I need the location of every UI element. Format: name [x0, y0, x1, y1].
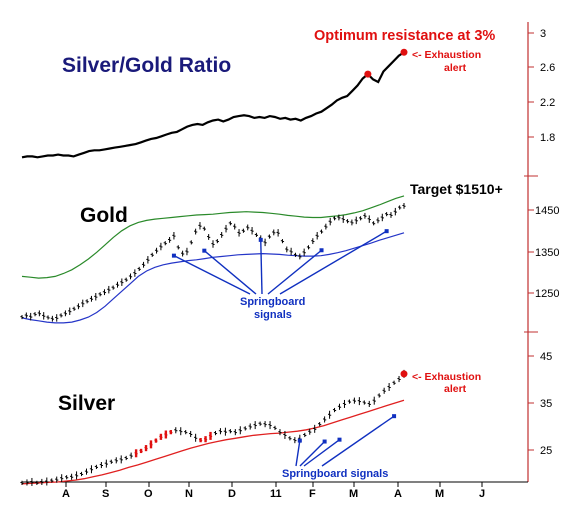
y-tick-label: 3 [540, 28, 546, 40]
month-label: O [144, 488, 153, 500]
month-label: D [228, 488, 236, 500]
silver-title: Silver [58, 392, 115, 415]
y-tick-label: 35 [540, 398, 552, 410]
silver-springboard-callout [295, 370, 408, 467]
gold-upper-band [21, 195, 405, 279]
springboard-pointer [173, 255, 251, 295]
exhaustion-marker [400, 48, 408, 56]
gold-springboard-label-line2: signals [254, 309, 292, 321]
month-label: 11 [270, 488, 282, 500]
silver-trend-line [21, 399, 405, 485]
ratio-line-series [21, 51, 405, 159]
silver-y-ticks: 45 35 25 [528, 351, 552, 457]
gold-springboard-callout [171, 229, 389, 295]
ratio-line [21, 51, 405, 159]
springboard-pointer [299, 441, 326, 467]
y-tick-label: 2.6 [540, 62, 555, 74]
exhaustion-marker [400, 370, 408, 378]
y-tick-label: 45 [540, 351, 552, 363]
ratio-y-ticks: 3 2.6 2.2 1.8 [528, 28, 555, 144]
silver-price-bars [20, 369, 406, 486]
ratio-title: Silver/Gold Ratio [62, 54, 231, 77]
gold-springboard-label: Springboard [240, 296, 305, 308]
month-label: S [102, 488, 109, 500]
ratio-markers [364, 48, 408, 78]
gold-price-bars [20, 202, 406, 322]
month-label: A [62, 488, 70, 500]
month-label: M [435, 488, 444, 500]
gold-title: Gold [80, 204, 128, 227]
y-tick-label: 1450 [535, 205, 559, 217]
y-tick-label: 2.2 [540, 97, 555, 109]
silver-exhaustion-label: <- Exhaustion [412, 371, 481, 383]
exhaustion-marker [364, 70, 372, 78]
gold-target-annotation: Target $1510+ [410, 181, 503, 197]
springboard-pointer [295, 440, 301, 467]
silver-trend-line-path [21, 399, 405, 485]
springboard-pointer [279, 230, 387, 295]
ratio-resistance-annotation: Optimum resistance at 3% [314, 28, 495, 44]
month-label: J [479, 488, 485, 500]
gold-y-ticks: 1450 1350 1250 [528, 205, 559, 300]
panel-ratio: Silver/Gold Ratio Optimum resistance at … [21, 28, 555, 159]
springboard-pointer [321, 415, 395, 467]
silver-exhaustion-label-line2: alert [444, 383, 467, 395]
ratio-exhaustion-label: <- Exhaustion [412, 49, 481, 61]
y-tick-label: 1350 [535, 247, 559, 259]
panel-gold: Gold Target $1510+ Springboard signals 1… [20, 181, 559, 324]
month-label: F [309, 488, 316, 500]
month-label: M [349, 488, 358, 500]
month-label: A [394, 488, 402, 500]
springboard-pointer [260, 239, 263, 295]
panel-silver: Silver <- Exhaustion alert Springboard s… [20, 351, 552, 486]
ratio-exhaustion-label-line2: alert [444, 62, 467, 74]
springboard-pointer [203, 250, 257, 295]
y-tick-label: 1.8 [540, 132, 555, 144]
springboard-pointer [267, 249, 322, 295]
silver-springboard-label: Springboard signals [282, 468, 388, 480]
month-labels: A S O N D 11 F M A M J [62, 482, 485, 500]
springboard-pointer [303, 439, 340, 467]
y-tick-label: 25 [540, 445, 552, 457]
y-tick-label: 1250 [535, 288, 559, 300]
month-label: N [185, 488, 193, 500]
